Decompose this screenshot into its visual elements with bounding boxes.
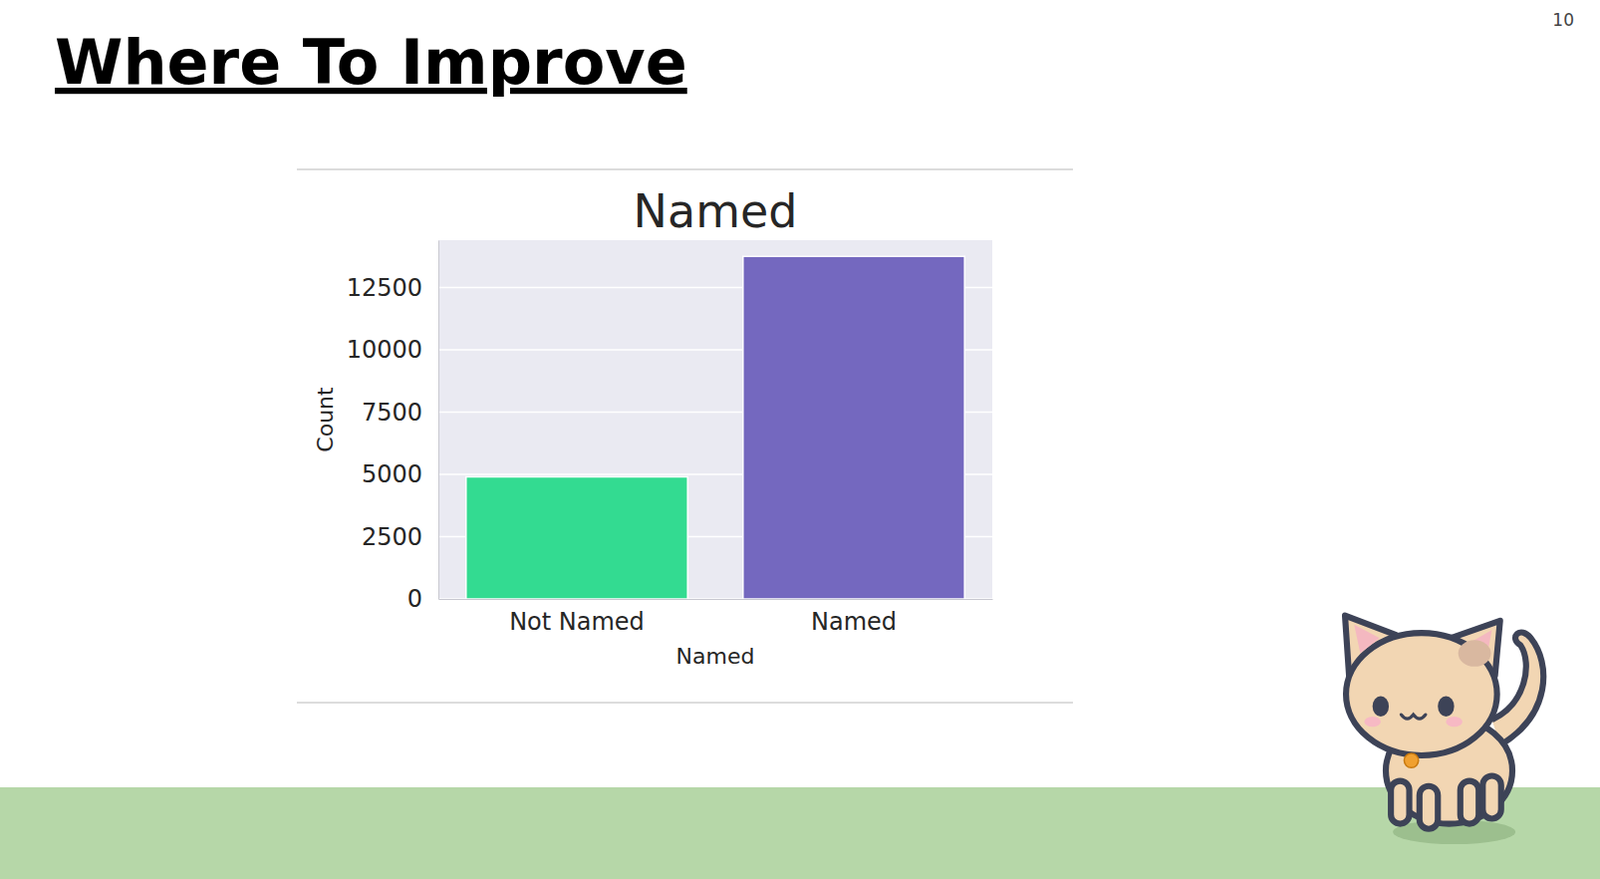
ground-strip — [0, 787, 1600, 879]
y-tick: 10000 — [346, 335, 439, 364]
cat-leg — [1390, 781, 1409, 824]
x-tick-label: Not Named — [509, 607, 645, 636]
cat-leg — [1419, 786, 1438, 829]
y-tick-label: 0 — [407, 584, 423, 613]
y-tick: 5000 — [361, 460, 439, 489]
cat-ear-inner — [1353, 624, 1380, 654]
x-axis: Not Named Named — [439, 598, 994, 636]
x-tick-label: Named — [810, 607, 897, 636]
y-tick-label: 2500 — [361, 523, 423, 551]
bar — [466, 477, 688, 600]
x-axis-title: Named — [676, 643, 756, 669]
cat-mouth — [1400, 714, 1426, 719]
y-tick: 7500 — [361, 398, 439, 427]
x-tick: Not Named — [509, 598, 645, 636]
chart-frame-line — [296, 168, 1073, 171]
x-tick: Named — [810, 598, 897, 636]
page-number: 10 — [1552, 9, 1575, 30]
x-axis-line — [439, 598, 994, 600]
bars — [466, 256, 965, 599]
y-tick: 12500 — [346, 273, 439, 302]
y-tick-label: 12500 — [346, 273, 423, 302]
slide-title: Where To Improve — [54, 25, 688, 99]
cat-blush — [1445, 716, 1462, 727]
y-tick-label: 5000 — [361, 460, 423, 489]
y-tick: 2500 — [361, 523, 439, 551]
y-tick-label: 7500 — [361, 398, 423, 427]
cat-leg — [1482, 775, 1501, 818]
cat-eye — [1372, 696, 1389, 717]
cat-illustration — [1344, 615, 1544, 844]
bar — [743, 256, 965, 599]
cat-patch — [1458, 639, 1492, 667]
cat-blush — [1363, 716, 1380, 727]
cat-leg — [1460, 781, 1479, 824]
y-tick: 0 — [407, 584, 439, 613]
y-axis-line — [438, 241, 440, 600]
chart-title: Named — [633, 184, 799, 239]
y-tick-label: 10000 — [346, 335, 423, 364]
cat-eye — [1437, 696, 1454, 717]
y-axis-title: Count — [312, 386, 338, 453]
plot-background — [438, 240, 993, 599]
cat-bell — [1403, 753, 1418, 768]
cat-head — [1345, 632, 1498, 756]
chart-frame-line — [296, 701, 1073, 704]
y-axis: 0 2500 5000 7500 10000 12500 — [346, 241, 440, 614]
slide: Where To Improve 10 0 2500 5000 7500 10000 1250… — [0, 0, 1600, 879]
